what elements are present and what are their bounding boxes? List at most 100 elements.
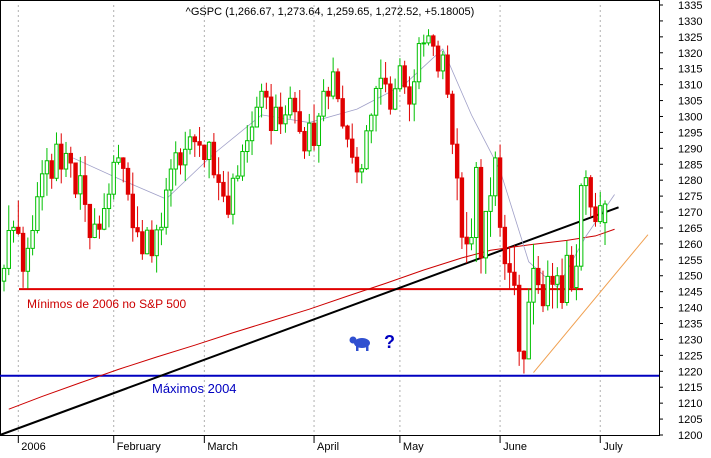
candle-body bbox=[426, 35, 431, 44]
y-tick-label: 1330 bbox=[678, 16, 702, 28]
candle-body bbox=[30, 230, 35, 249]
y-tick-label: 1320 bbox=[678, 48, 702, 60]
candle-body bbox=[197, 141, 202, 146]
candle-body bbox=[454, 143, 460, 179]
y-tick-label: 1250 bbox=[678, 271, 702, 283]
candle-body bbox=[564, 254, 570, 303]
x-tick-label: July bbox=[603, 441, 623, 453]
axes: 1200 1205 1210 1215 1220 1225 1230 1235 1240 1245… bbox=[17, 0, 702, 453]
candle-body bbox=[245, 140, 250, 153]
candle-body bbox=[450, 93, 455, 145]
red-line-label: Mínimos de 2006 no S&P 500 bbox=[27, 297, 187, 311]
candle-body bbox=[140, 231, 145, 255]
x-tick-label: June bbox=[503, 441, 527, 453]
candle-body bbox=[73, 162, 78, 195]
candle-body bbox=[330, 71, 336, 97]
candle-body bbox=[25, 247, 31, 272]
candle-body bbox=[326, 90, 331, 97]
candle-body bbox=[421, 42, 426, 45]
candle-body bbox=[78, 175, 83, 195]
y-tick-label: 1260 bbox=[678, 239, 702, 251]
candle-body bbox=[178, 152, 183, 166]
candle-body bbox=[144, 229, 150, 255]
candle-body bbox=[235, 175, 240, 179]
plot-frame bbox=[0, 0, 660, 436]
candle-body bbox=[1, 267, 7, 282]
y-tick-label: 1300 bbox=[678, 111, 702, 123]
candle-body bbox=[154, 229, 159, 257]
candle-body bbox=[302, 130, 307, 152]
candle-body bbox=[555, 275, 560, 285]
candle-body bbox=[44, 160, 50, 175]
candle-body bbox=[378, 77, 384, 89]
candle-body bbox=[369, 114, 374, 132]
y-tick-label: 1205 bbox=[678, 414, 702, 426]
candle-body bbox=[173, 152, 178, 170]
candle-body bbox=[583, 177, 589, 187]
y-tick-label: 1230 bbox=[678, 334, 702, 346]
candle-body bbox=[559, 275, 565, 303]
candle-body bbox=[345, 125, 350, 140]
y-tick-label: 1325 bbox=[678, 32, 702, 44]
candle-body bbox=[54, 143, 59, 179]
candle-body bbox=[240, 151, 245, 177]
candle-body bbox=[383, 77, 388, 85]
y-tick-label: 1215 bbox=[678, 382, 702, 394]
y-tick-label: 1255 bbox=[678, 255, 702, 267]
candle-body bbox=[516, 284, 522, 352]
candle-body bbox=[502, 226, 508, 265]
candle-body bbox=[307, 122, 312, 152]
y-tick-label: 1305 bbox=[678, 96, 702, 108]
candle-body bbox=[168, 168, 174, 191]
y-tick-label: 1265 bbox=[678, 223, 702, 235]
candle-body bbox=[288, 97, 293, 116]
y-tick-label: 1315 bbox=[678, 64, 702, 76]
candle-body bbox=[273, 106, 279, 131]
candle-body bbox=[106, 193, 112, 210]
candle-body bbox=[68, 152, 73, 164]
candle-body bbox=[39, 173, 45, 198]
candle-body bbox=[531, 267, 536, 303]
candle-body bbox=[316, 115, 322, 146]
candle-body bbox=[268, 96, 274, 131]
candle-body bbox=[135, 227, 140, 233]
candle-body bbox=[216, 174, 221, 183]
y-tick-label: 1245 bbox=[678, 287, 702, 299]
candle-body bbox=[464, 236, 469, 245]
candle-body bbox=[407, 86, 412, 105]
moving-average-long bbox=[8, 228, 615, 410]
x-tick-label: 2006 bbox=[21, 441, 45, 453]
candle-body bbox=[550, 275, 555, 285]
x-tick-label: February bbox=[117, 441, 162, 453]
candle-body bbox=[459, 177, 465, 238]
candle-body bbox=[521, 350, 527, 360]
candle-body bbox=[435, 45, 441, 72]
candle-body bbox=[540, 284, 546, 307]
candle-body bbox=[11, 226, 16, 232]
candle-body bbox=[230, 177, 236, 215]
candle-body bbox=[402, 65, 407, 88]
candle-body bbox=[507, 263, 512, 273]
candle-body bbox=[569, 254, 574, 289]
candle-body bbox=[416, 43, 422, 83]
candle-body bbox=[335, 71, 341, 100]
candle-body bbox=[20, 232, 26, 272]
candle-body bbox=[6, 230, 11, 269]
candle-body bbox=[478, 166, 484, 259]
candle-body bbox=[82, 175, 88, 205]
candle-body bbox=[364, 130, 369, 170]
candle-body bbox=[431, 35, 436, 47]
candle-body bbox=[497, 157, 503, 228]
candle-body bbox=[440, 54, 446, 72]
candle-body bbox=[49, 160, 54, 179]
candle-body bbox=[373, 87, 379, 116]
candle-body bbox=[116, 157, 121, 163]
y-tick-label: 1310 bbox=[678, 80, 702, 92]
candle-body bbox=[598, 205, 603, 223]
candle-body bbox=[225, 195, 231, 215]
candle-body bbox=[130, 193, 135, 229]
candle-body bbox=[92, 223, 97, 239]
candle-body bbox=[249, 126, 255, 142]
